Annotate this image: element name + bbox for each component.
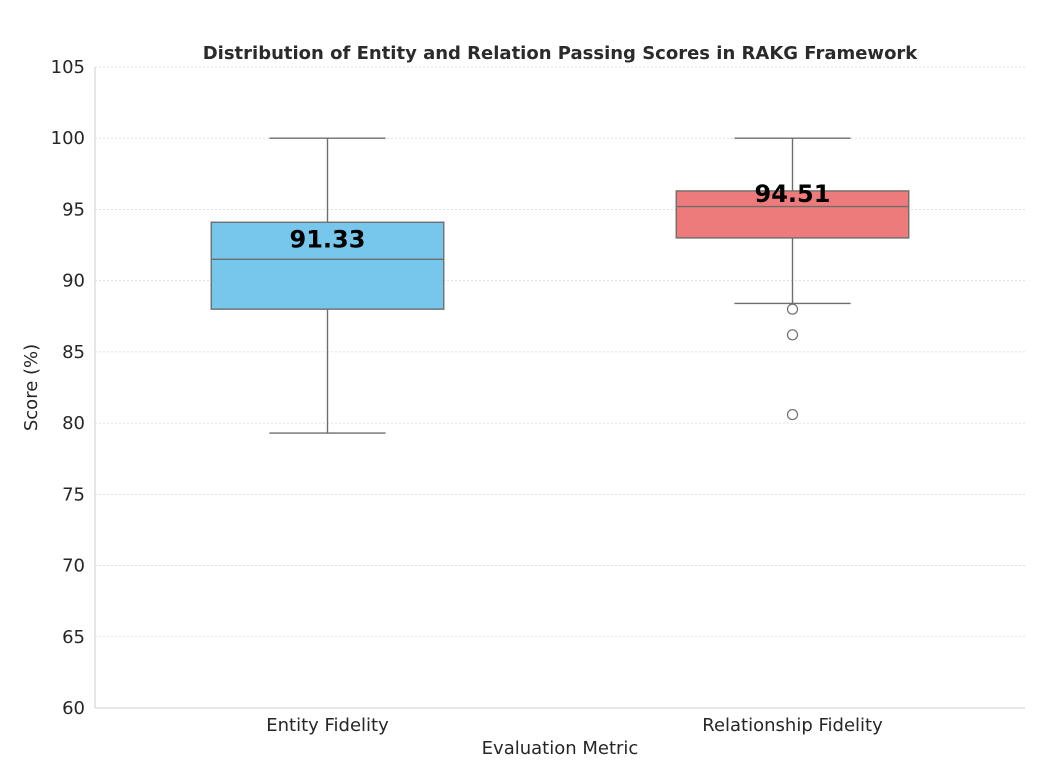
x-tick-label: Relationship Fidelity [702,715,883,736]
y-tick-label: 65 [62,627,85,648]
y-tick-label: 75 [62,484,85,505]
chart-title: Distribution of Entity and Relation Pass… [203,43,919,64]
y-axis-label: Score (%) [21,344,42,431]
grid [95,66,1025,638]
box-entity-fidelity: 91.33 [210,137,445,434]
box-body [675,190,910,239]
mean-label: 91.33 [290,225,366,253]
y-tick-label: 90 [62,271,85,292]
y-tick-label: 100 [51,128,85,149]
box-plots: 91.33 94.51 [210,137,910,434]
box-body [210,221,445,310]
outlier-point [786,329,799,341]
outlier-point [786,408,799,421]
x-tick-labels: Entity Fidelity Relationship Fidelity [266,715,883,736]
x-tick-label: Entity Fidelity [266,715,389,736]
y-tick-label: 85 [62,342,85,363]
mean-label: 94.51 [755,180,831,208]
outlier-point [786,303,799,315]
y-tick-label: 70 [62,556,85,577]
y-tick-label: 80 [62,413,85,434]
x-axis-label: Evaluation Metric [482,738,639,759]
y-tick-labels: 60 65 70 75 80 85 90 95 100 105 [51,57,85,719]
axes [94,67,1025,709]
y-tick-label: 105 [51,57,85,78]
y-tick-label: 95 [62,199,85,220]
y-tick-label: 60 [62,698,85,719]
box-relationship-fidelity: 94.51 [675,137,910,421]
